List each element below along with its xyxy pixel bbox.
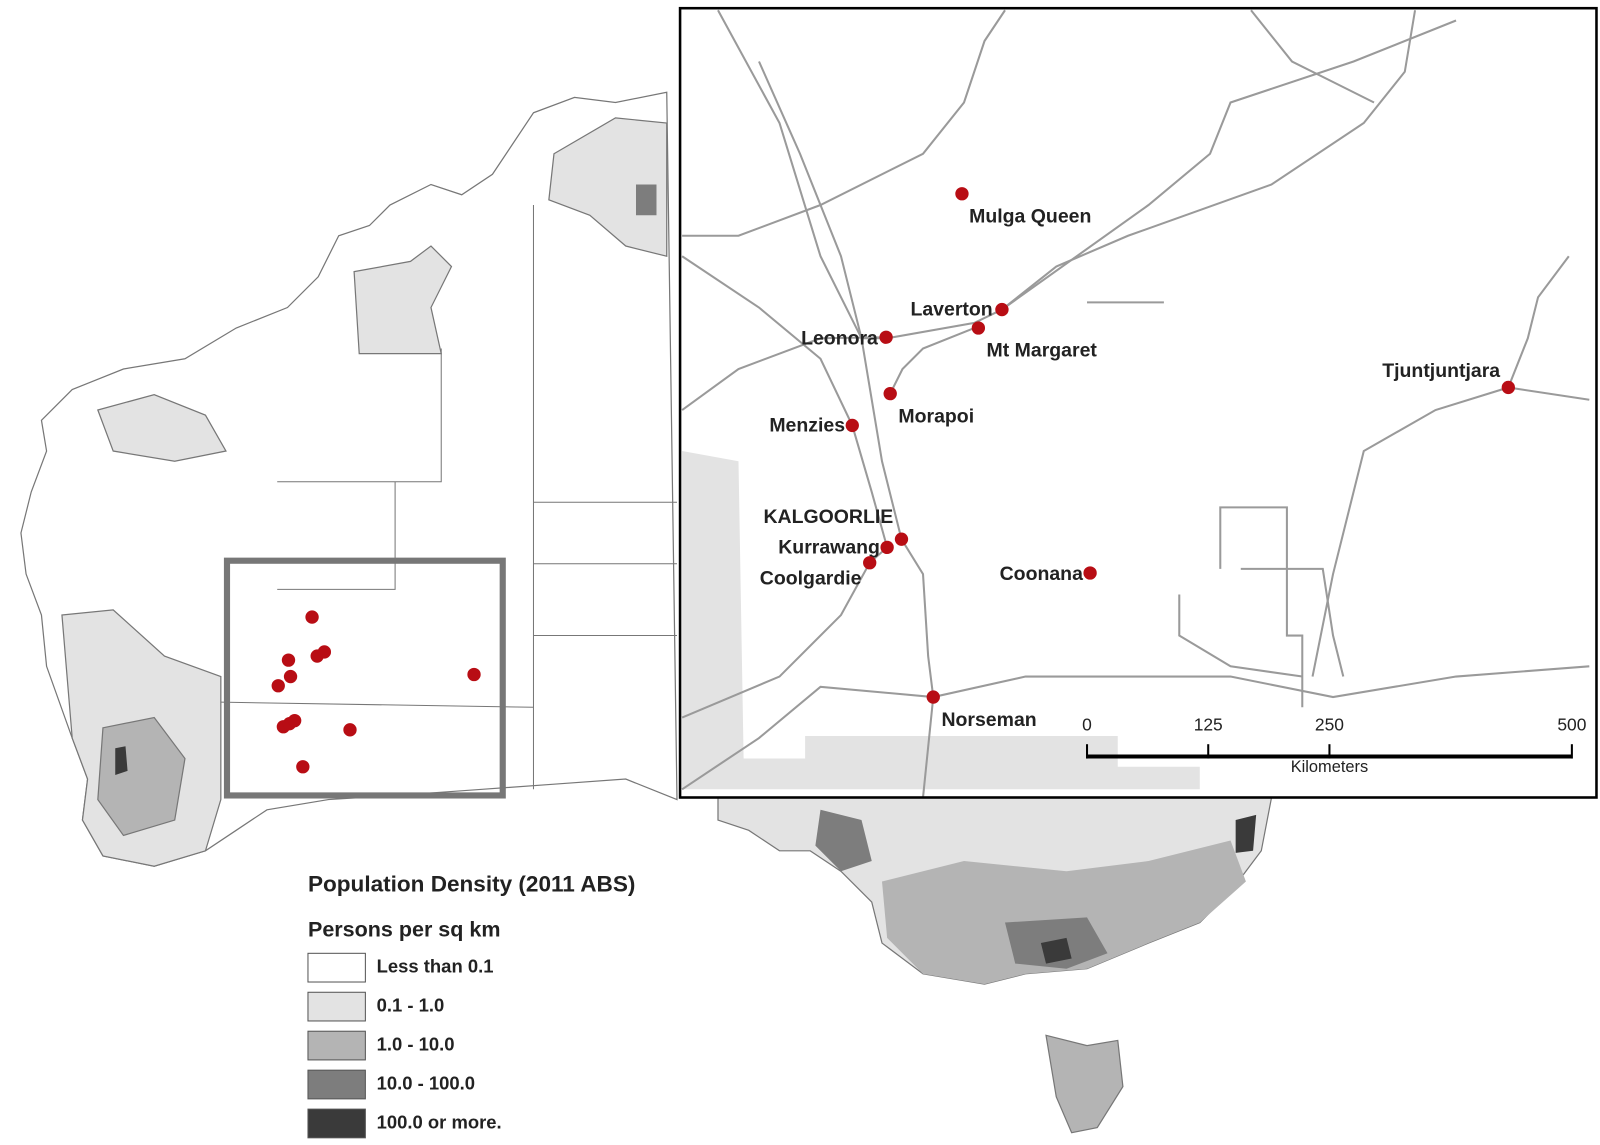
- town-marker: [1083, 566, 1097, 580]
- region: [882, 840, 1246, 985]
- town-label: Coonana: [1000, 563, 1083, 585]
- legend-label: Less than 0.1: [377, 956, 494, 977]
- town-marker: [845, 418, 859, 433]
- region: [97, 716, 186, 837]
- town-marker: [995, 302, 1009, 317]
- town-marker: [955, 187, 969, 201]
- legend-swatch: [307, 1030, 366, 1061]
- legend-swatch: [307, 952, 366, 983]
- region: [353, 245, 453, 355]
- scale-tick-label: 0: [1082, 714, 1092, 734]
- point: [317, 645, 332, 659]
- inset-frame: [223, 557, 506, 799]
- town-marker: [883, 386, 897, 401]
- town-label: Leonora: [801, 327, 878, 349]
- overview-map: [20, 91, 678, 867]
- legend-title: Population Density (2011 ABS): [308, 872, 635, 897]
- inset-frame: [678, 6, 1598, 799]
- region: [97, 394, 227, 462]
- town-label: Laverton: [910, 299, 992, 321]
- town-label: Coolgardie: [760, 567, 862, 589]
- town-label: Menzies: [769, 415, 845, 437]
- scale-tick-label: 125: [1194, 714, 1223, 734]
- point: [271, 679, 285, 693]
- town-marker: [880, 540, 894, 555]
- town-label: Norseman: [941, 709, 1036, 731]
- town-label: Kurrawang: [778, 537, 880, 559]
- town-marker: [894, 532, 909, 546]
- scale-tick-label: 500: [1557, 714, 1586, 734]
- point: [305, 610, 319, 624]
- legend-swatch: [307, 1069, 366, 1100]
- legend-subtitle: Persons per sq km: [308, 917, 501, 941]
- point: [283, 669, 298, 684]
- inset-map: Mulga Queen Laverton Mt Margaret Leonora Mor…: [678, 6, 1598, 799]
- town-label: Morapoi: [898, 405, 974, 427]
- point: [281, 653, 296, 667]
- inset-background: [680, 8, 1597, 798]
- legend-label: 100.0 or more.: [377, 1111, 502, 1132]
- southeast-map: [717, 796, 1273, 1134]
- region: [548, 117, 668, 258]
- town-label: KALGOORLIE: [763, 506, 893, 528]
- point: [343, 723, 357, 737]
- region: [115, 746, 128, 775]
- overview-points: [271, 610, 481, 774]
- region: [1040, 814, 1257, 964]
- town-label: Tjuntjuntjara: [1382, 360, 1500, 382]
- scale-unit: Kilometers: [1291, 758, 1368, 776]
- town-label: Mulga Queen: [969, 205, 1091, 227]
- point: [296, 760, 310, 774]
- point: [287, 713, 302, 728]
- town-marker: [971, 321, 986, 335]
- tasmania: [1045, 1034, 1124, 1134]
- legend-swatch: [307, 1108, 366, 1139]
- legend: Population Density (2011 ABS) Persons pe…: [307, 872, 635, 1139]
- scale-tick-label: 250: [1315, 714, 1344, 734]
- town-marker: [926, 690, 940, 704]
- town-marker: [879, 330, 893, 344]
- town-label: Mt Margaret: [987, 340, 1098, 362]
- scale-bar: 0 125 250 500 Kilometers: [1082, 714, 1586, 776]
- legend-label: 1.0 - 10.0: [377, 1033, 455, 1054]
- town-marker: [863, 556, 877, 570]
- region: [635, 184, 657, 216]
- legend-label: 0.1 - 1.0: [377, 994, 445, 1015]
- legend-swatch: [307, 991, 366, 1022]
- roads: [681, 9, 1590, 798]
- legend-label: 10.0 - 100.0: [377, 1072, 475, 1093]
- town-marker: [1501, 380, 1515, 395]
- point: [467, 667, 481, 682]
- region: [815, 809, 872, 872]
- boundary: [220, 205, 677, 790]
